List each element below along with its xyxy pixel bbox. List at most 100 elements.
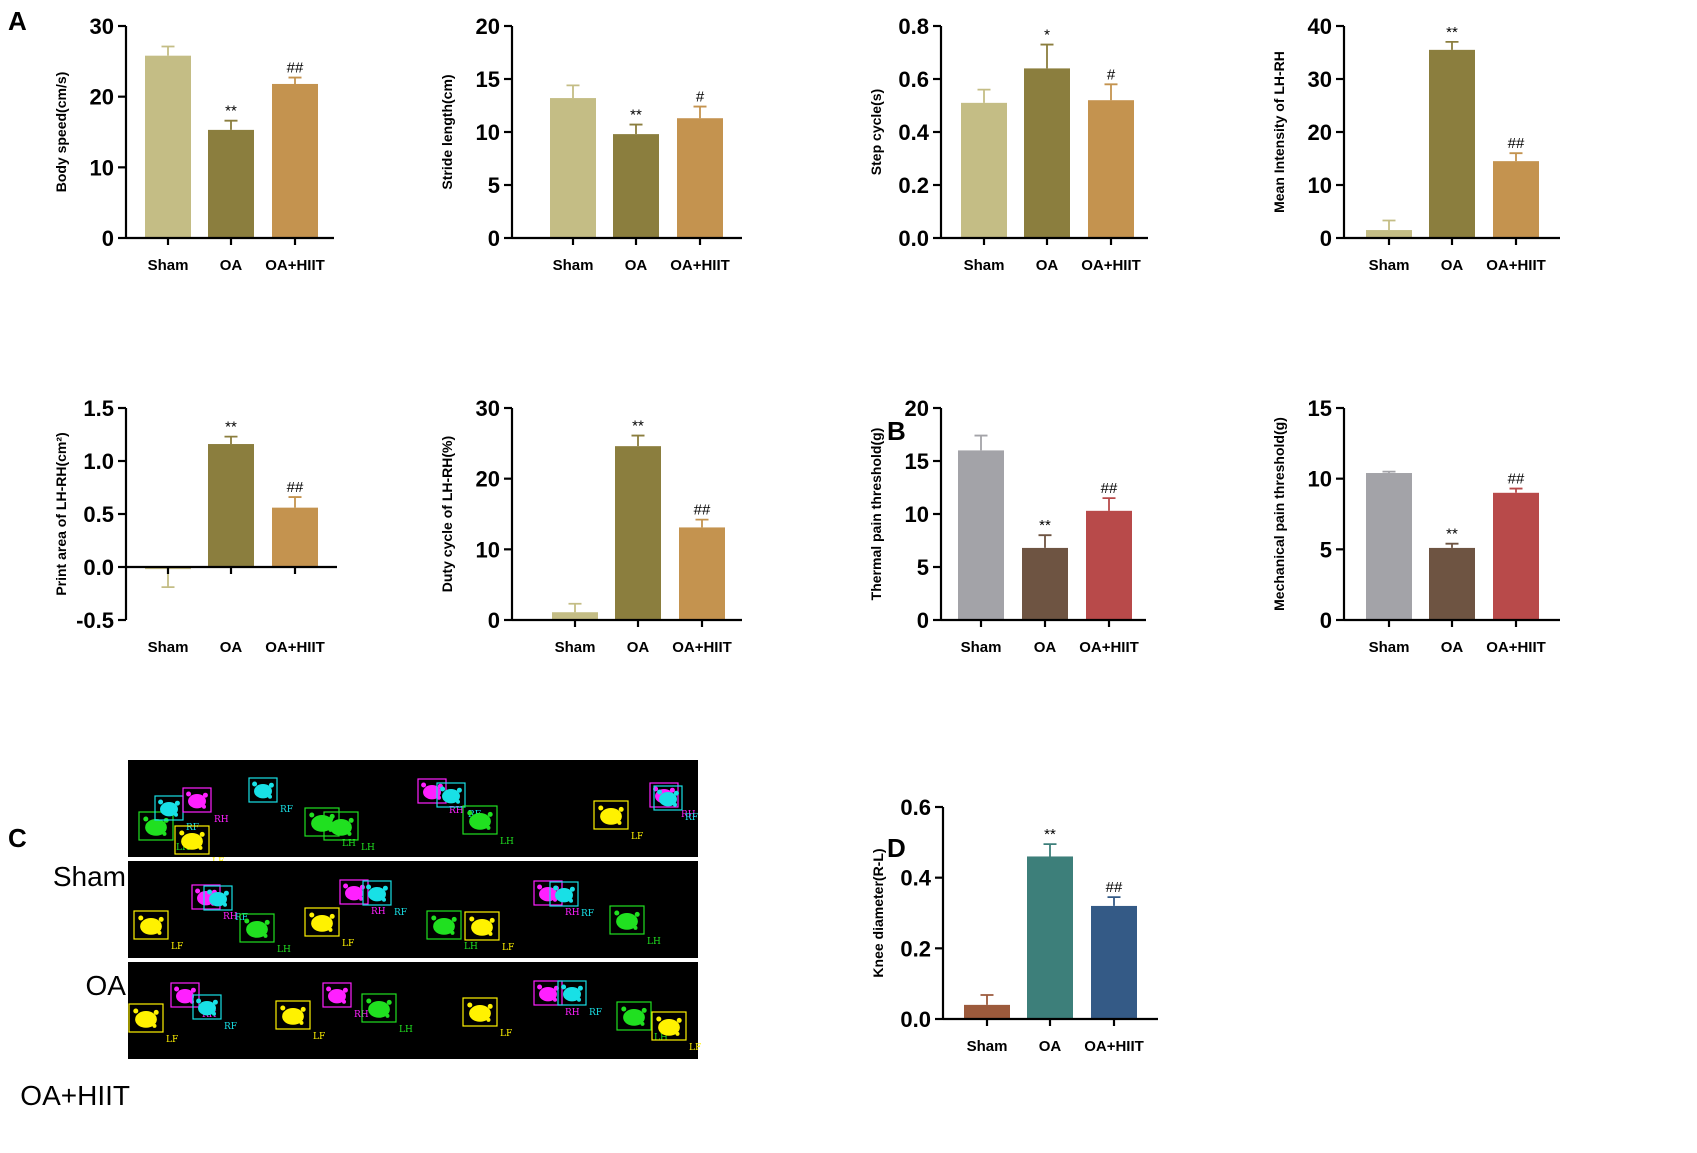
paw-label: RF	[280, 805, 293, 815]
chart-mean-intensity: ** ## 0 10 20 30 40 Sham OA OA+HIIT Mean Intensity…	[1271, 14, 1560, 274]
paw-print-lf: LF	[464, 911, 514, 953]
paw-label: RH	[565, 1008, 580, 1018]
footprint-strip	[128, 962, 698, 1059]
bar-sham	[961, 102, 1007, 238]
y-tick-label: 15	[1308, 396, 1332, 421]
error-bar	[161, 45, 175, 56]
bar-oa-hiit	[1493, 492, 1539, 620]
paw-print-lh: LH	[361, 993, 413, 1035]
paw-print-lf: LF	[651, 1011, 701, 1053]
paw-label: LH	[399, 1025, 413, 1035]
paw-label: LF	[166, 1035, 178, 1045]
paw-print-lf: LF	[304, 907, 354, 949]
x-tick-label: Sham	[553, 257, 594, 274]
paw-print-rh: RH	[339, 879, 386, 917]
chart-stride-length: ** #0 5 10 15 20 Sham OA OA+HIIT Stride length(cm…	[439, 14, 742, 274]
footprint-row-sham: LHRFRHLFRFLHLHRHRFLHLFRHRF	[128, 760, 698, 867]
chart-mechanical-pain: ** ## 0 5 10 15 Sham OA OA+HIIT Mechanical pain t…	[1271, 396, 1560, 656]
paw-print-lf: LF	[462, 997, 512, 1039]
bar-sham	[552, 612, 598, 620]
paw-label: LH	[176, 843, 190, 853]
paw-print-rf: RF	[557, 980, 602, 1018]
bar-oa-hiit	[272, 83, 318, 239]
paw-print-lf: LF	[133, 910, 183, 952]
x-tick-label: OA+HIIT	[672, 639, 732, 656]
x-tick-label: OA	[220, 639, 243, 656]
y-tick-label: 0	[1320, 226, 1332, 251]
bar-oa-hiit	[677, 118, 723, 238]
error-bar	[1382, 470, 1396, 474]
paw-label: LF	[313, 1032, 325, 1042]
y-tick-label: 0.0	[83, 555, 114, 580]
error-bar	[1509, 152, 1523, 162]
paw-print-rf: RF	[362, 880, 407, 918]
paw-print-rf: RF	[154, 795, 199, 833]
bar-oa	[615, 446, 661, 620]
bar-oa	[208, 444, 254, 567]
y-tick-label: 30	[476, 396, 500, 421]
paw-print-lh: LH	[616, 1001, 668, 1043]
paw-print-lh: LH	[323, 811, 375, 853]
significance-marker: ##	[1106, 879, 1123, 896]
x-tick-label: OA	[627, 639, 650, 656]
bar-sham	[145, 55, 191, 239]
footprint-row-label-sham: Sham	[53, 861, 126, 892]
significance-marker: **	[630, 107, 642, 124]
paw-print-rf: RF	[203, 885, 248, 923]
x-tick-label: OA	[1039, 1038, 1062, 1055]
y-tick-label: 10	[905, 502, 929, 527]
x-tick-label: OA+HIIT	[1079, 639, 1139, 656]
significance-marker: **	[225, 103, 237, 120]
x-tick-label: OA+HIIT	[1486, 639, 1546, 656]
error-bar	[980, 994, 994, 1005]
panel-label-c: C	[8, 823, 27, 853]
significance-marker: **	[632, 418, 644, 435]
paw-label: LH	[361, 843, 375, 853]
y-axis-title: Knee diameter(R-L)	[870, 848, 886, 977]
paw-print-rh: RH	[182, 787, 229, 825]
error-bar	[1040, 43, 1054, 69]
paw-label: RH	[449, 806, 464, 816]
y-axis-title: Mechanical pain threshold(g)	[1271, 417, 1287, 611]
paw-label: RH	[371, 907, 386, 917]
x-tick-label: Sham	[148, 639, 189, 656]
y-tick-label: 10	[90, 155, 114, 180]
y-axis-title: Step cycle(s)	[868, 89, 884, 175]
chart-thermal-pain: ** ## 0 5 10 15 20 Sham OA OA+HIIT Thermal pain th…	[868, 396, 1146, 656]
x-tick-label: OA	[220, 257, 243, 274]
y-tick-label: 0.6	[900, 795, 931, 820]
bar-oa	[208, 129, 254, 238]
y-tick-label: 0.2	[900, 936, 931, 961]
y-tick-label: 0.2	[898, 173, 929, 198]
y-tick-label: 0.0	[898, 226, 929, 251]
y-tick-label: 0	[102, 226, 114, 251]
y-tick-label: 20	[476, 467, 500, 492]
panel-label-d: D	[887, 833, 906, 863]
y-tick-label: 20	[476, 14, 500, 39]
y-axis-title: Stride length(cm)	[439, 74, 455, 189]
y-tick-label: 20	[1308, 120, 1332, 145]
paw-print-rf: RF	[549, 881, 594, 919]
footprint-row-oa-hiit: LFRHRFLFRHLHLFRHRFLHLF	[128, 962, 701, 1059]
paw-print-lh: LH	[304, 807, 356, 849]
bar-oa	[1027, 856, 1073, 1019]
chart-body-speed: ** ## 0 10 20 30 Sham OA OA+HIIT Body speed(cm/s)	[53, 14, 334, 274]
y-tick-label: 10	[1308, 173, 1332, 198]
paw-label: RH	[565, 908, 580, 918]
bar-sham	[1366, 230, 1412, 238]
x-tick-label: OA+HIIT	[265, 257, 325, 274]
y-tick-label: 5	[1320, 537, 1332, 562]
y-tick-label: 1.0	[83, 449, 114, 474]
x-tick-label: OA	[1441, 639, 1464, 656]
footprint-row-label-oa: OA	[86, 970, 127, 1001]
significance-marker: **	[225, 419, 237, 436]
bar-oa	[1429, 49, 1475, 238]
bar-sham	[550, 98, 596, 238]
paw-print-lh: LH	[239, 913, 291, 955]
significance-marker: ##	[1508, 471, 1525, 488]
bar-sham	[958, 450, 1004, 620]
paw-label: RF	[685, 813, 698, 823]
y-axis-title: Mean Intensity of LH-RH	[1271, 51, 1287, 213]
